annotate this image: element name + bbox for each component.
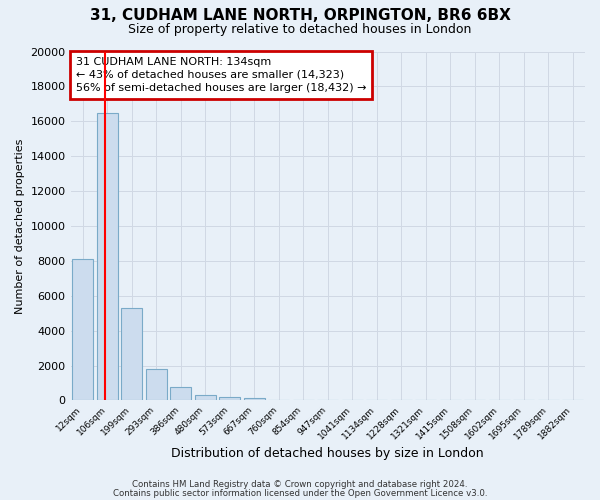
X-axis label: Distribution of detached houses by size in London: Distribution of detached houses by size … [172,447,484,460]
Bar [121,308,142,400]
Bar [73,259,93,400]
Bar [170,388,191,400]
Y-axis label: Number of detached properties: Number of detached properties [15,138,25,314]
Bar [146,369,167,400]
Text: Size of property relative to detached houses in London: Size of property relative to detached ho… [128,22,472,36]
Bar [97,112,118,401]
Text: Contains HM Land Registry data © Crown copyright and database right 2024.: Contains HM Land Registry data © Crown c… [132,480,468,489]
Bar [220,397,240,400]
Text: Contains public sector information licensed under the Open Government Licence v3: Contains public sector information licen… [113,488,487,498]
Bar [244,398,265,400]
Text: 31, CUDHAM LANE NORTH, ORPINGTON, BR6 6BX: 31, CUDHAM LANE NORTH, ORPINGTON, BR6 6B… [89,8,511,22]
Bar [195,395,215,400]
Text: 31 CUDHAM LANE NORTH: 134sqm
← 43% of detached houses are smaller (14,323)
56% o: 31 CUDHAM LANE NORTH: 134sqm ← 43% of de… [76,56,366,93]
